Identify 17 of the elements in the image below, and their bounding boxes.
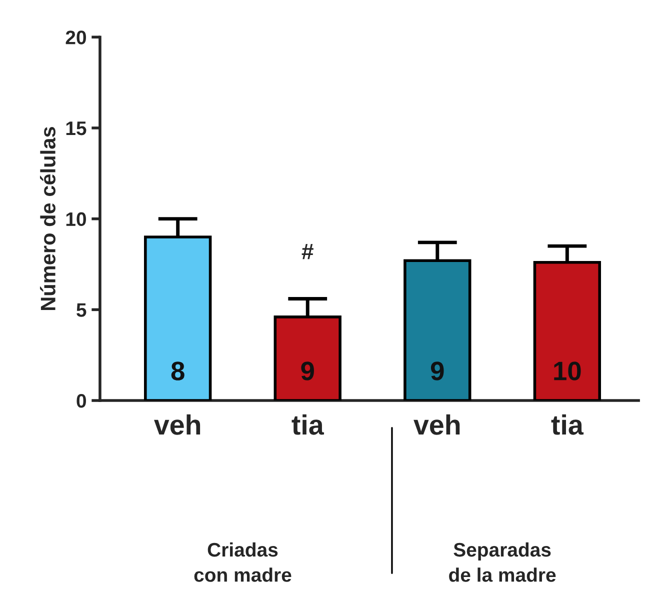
annotation: 9 [301, 362, 314, 380]
y-tick-label: 15 [66, 122, 86, 136]
annotation: 8 [171, 362, 184, 380]
y-tick-label: 5 [76, 303, 86, 317]
annotation: # [302, 244, 314, 260]
y-tick-label: 0 [76, 394, 86, 408]
text: Criadas con madre [194, 542, 292, 582]
text: Separadas de la madre [449, 542, 556, 582]
y-tick-label: 20 [66, 30, 86, 44]
x-tick-label: tia [551, 414, 584, 435]
y-axis-title: Número de células [40, 127, 56, 310]
annotation: 9 [430, 362, 444, 380]
x-tick-label: veh [154, 414, 200, 435]
x-tick-label: veh [414, 414, 460, 435]
x-tick-label: tia [292, 414, 324, 435]
annotation: 10 [554, 362, 581, 380]
y-tick-label: 10 [66, 212, 86, 226]
